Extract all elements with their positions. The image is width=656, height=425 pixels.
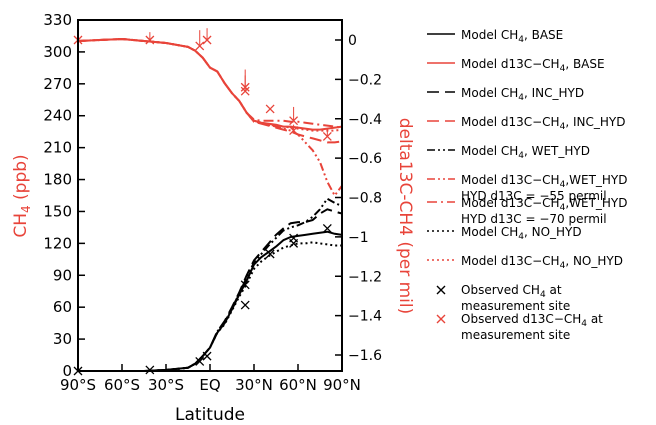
legend-label: Model d13C−CH4,WET_HYD	[461, 173, 628, 190]
x-tick-label: 60°S	[104, 376, 140, 394]
y-right-tick-label: −0.8	[348, 191, 382, 207]
series-line-3	[77, 38, 343, 144]
x-tick-label: 90°S	[60, 376, 96, 394]
y-left-tick-label: 210	[43, 139, 72, 157]
legend-label: Model CH4, BASE	[461, 28, 563, 45]
y-right-tick-label: −1	[348, 230, 369, 246]
y-left-tick-label: 60	[53, 298, 72, 316]
observation-marker-1	[240, 86, 250, 96]
series-line-1	[77, 38, 343, 131]
y-left-tick-label: 180	[43, 171, 72, 189]
series-line-0	[78, 230, 343, 372]
x-tick-label: 60°N	[279, 376, 317, 394]
y-right-tick-label: −0.2	[348, 72, 382, 88]
y-left-tick-label: 30	[53, 330, 72, 348]
legend-label: Observed d13C−CH4 at	[461, 312, 603, 329]
legend-label: Model d13C−CH4, INC_HYD	[461, 115, 625, 132]
x-tick-label: 30°N	[235, 376, 273, 394]
observation-marker-0	[265, 249, 275, 259]
y-right-tick-label: −1.6	[348, 348, 382, 364]
series-line-5	[77, 38, 343, 197]
observation-marker-0	[202, 351, 212, 361]
observation-marker-0	[322, 224, 332, 233]
legend-item-4: Model CH4, WET_HYD	[427, 144, 590, 161]
y-right-tick-label: −1.4	[348, 309, 382, 325]
y-right-tick-label: −0.6	[348, 151, 382, 167]
legend-label: Model CH4, INC_HYD	[461, 86, 584, 103]
legend-label: Model d13C−CH4, NO_HYD	[461, 254, 623, 271]
legend-label: Model CH4, NO_HYD	[461, 225, 582, 242]
x-tick-label: 90°N	[323, 376, 361, 394]
legend: Model CH4, BASE Model d13C−CH4, BASE Model…	[427, 28, 628, 342]
legend-label: Model CH4, WET_HYD	[461, 144, 590, 161]
legend-item-2: Model CH4, INC_HYD	[427, 86, 584, 103]
observation-marker-1	[145, 35, 155, 45]
y-left-tick-label: 300	[43, 43, 72, 61]
legend-marker-x	[436, 285, 446, 295]
legend-item-1: Model d13C−CH4, BASE	[427, 57, 605, 74]
y-left-axis-title: CH4 (ppb)	[11, 154, 33, 237]
observation-marker-1	[289, 126, 299, 136]
y-right-tick-label: 0	[348, 33, 357, 49]
legend-item-3: Model d13C−CH4, INC_HYD	[427, 115, 625, 132]
y-left-tick-label: 90	[53, 266, 72, 284]
legend-item-7: Model CH4, NO_HYD	[427, 225, 582, 242]
y-left-tick-label: 330	[43, 11, 72, 29]
legend-label: Observed CH4 at	[461, 283, 562, 300]
y-left-tick-label: 240	[43, 107, 72, 125]
plot-area	[73, 28, 343, 376]
x-axis-title: Latitude	[175, 405, 245, 425]
y-left-tick-label: 120	[43, 234, 72, 252]
observation-marker-0	[195, 356, 205, 366]
x-tick-label: EQ	[199, 376, 220, 394]
y-right-axis-title: delta13C-CH4 (per mil)	[395, 118, 415, 314]
observation-marker-0	[240, 300, 250, 310]
series-line-7	[78, 241, 342, 372]
x-tick-label: 30°S	[148, 376, 184, 394]
y-right-tick-label: −1.2	[348, 269, 382, 285]
legend-label-line2: measurement site	[461, 299, 570, 313]
observation-marker-1	[322, 132, 332, 141]
y-left-tick-label: 0	[62, 362, 72, 380]
observation-marker-0	[240, 280, 250, 290]
observation-marker-1	[289, 116, 299, 126]
series-line-6	[77, 38, 343, 129]
y-left-tick-label: 270	[43, 75, 72, 93]
y-right-tick-label: −0.4	[348, 112, 382, 128]
legend-label-line2: HYD d13C = −55 permil	[461, 189, 607, 203]
legend-item-0: Model CH4, BASE	[427, 28, 563, 45]
legend-label-line2: HYD d13C = −70 permil	[461, 212, 607, 226]
legend-label-line2: measurement site	[461, 328, 570, 342]
observation-marker-0	[145, 365, 155, 375]
observation-marker-1	[195, 41, 205, 51]
observation-marker-1	[265, 104, 275, 114]
axes: 0 30 60 90 120 150 180 210 240 270 300 330 0 −0.2 −0.4…	[11, 11, 415, 425]
series-line-4	[78, 197, 343, 372]
legend-label: Model d13C−CH4,WET_HYD	[461, 196, 628, 213]
legend-item-8: Model d13C−CH4, NO_HYD	[427, 254, 623, 271]
observation-marker-0	[289, 233, 299, 243]
legend-label: Model d13C−CH4, BASE	[461, 57, 605, 74]
plot-frame	[77, 19, 343, 372]
observation-marker-1	[202, 35, 212, 45]
series-line-8	[77, 38, 343, 132]
legend-marker-x	[436, 314, 446, 324]
y-left-tick-label: 150	[43, 202, 72, 220]
